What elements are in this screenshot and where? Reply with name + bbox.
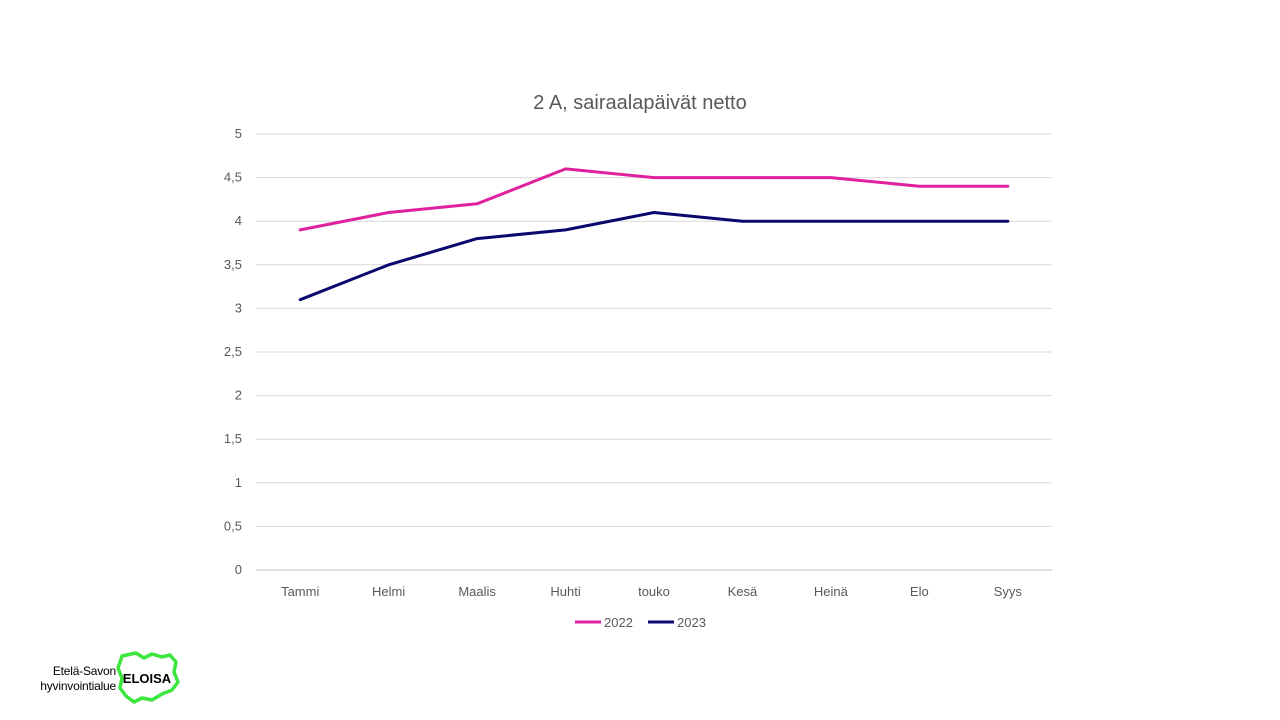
series-line-2022 <box>298 167 1010 232</box>
x-tick-label: Tammi <box>281 584 319 599</box>
legend-label-2022: 2022 <box>604 615 633 630</box>
x-tick-label: Helmi <box>372 584 405 599</box>
y-tick-label: 5 <box>235 126 242 141</box>
y-tick-label: 2,5 <box>224 344 242 359</box>
y-tick-label: 4 <box>235 213 242 228</box>
series-lines <box>298 167 1010 302</box>
y-tick-label: 0,5 <box>224 518 242 533</box>
legend-label-2023: 2023 <box>677 615 706 630</box>
logo-region-subtitle: hyvinvointialue <box>40 679 116 693</box>
organization-logo: Etelä-Savon hyvinvointialue ELOISA <box>14 648 194 708</box>
x-tick-label: Maalis <box>458 584 496 599</box>
y-tick-label: 3 <box>235 300 242 315</box>
y-tick-label: 0 <box>235 562 242 577</box>
y-tick-label: 1,5 <box>224 431 242 446</box>
series-line-2023 <box>298 211 1010 302</box>
x-tick-label: Syys <box>994 584 1023 599</box>
logo-region-name: Etelä-Savon <box>52 664 116 678</box>
eloisa-logo-icon: ELOISA <box>116 651 180 704</box>
x-tick-label: Heinä <box>814 584 849 599</box>
x-tick-label: touko <box>638 584 670 599</box>
x-tick-label: Elo <box>910 584 929 599</box>
logo-wordmark: ELOISA <box>123 671 172 686</box>
y-tick-label: 3,5 <box>224 257 242 272</box>
x-tick-label: Kesä <box>728 584 758 599</box>
y-tick-label: 2 <box>235 388 242 403</box>
chart-title: 2 A, sairaalapäivät netto <box>533 92 746 114</box>
y-tick-label: 1 <box>235 475 242 490</box>
legend: 2022 2023 <box>575 615 706 630</box>
x-tick-label: Huhti <box>550 584 580 599</box>
x-axis-ticks: Tammi Helmi Maalis Huhti touko Kesä Heinä Elo Sy… <box>281 584 1022 599</box>
y-tick-label: 4,5 <box>224 170 242 185</box>
gridlines <box>256 133 1052 571</box>
y-axis-ticks: 0 0,5 1 1,5 2 2,5 3 3,5 4 4,5 5 <box>224 126 242 577</box>
